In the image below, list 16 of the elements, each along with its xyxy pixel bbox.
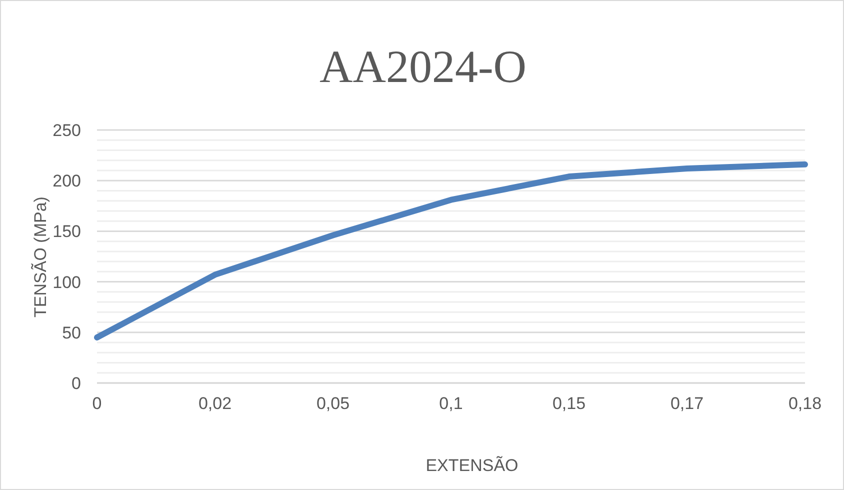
y-tick-label: 50 — [62, 323, 81, 342]
y-tick-label: 0 — [72, 374, 81, 394]
y-tick-label: 200 — [52, 172, 81, 191]
x-tick-label: 0,1 — [439, 394, 463, 414]
x-tick-label: 0,02 — [198, 394, 232, 414]
y-tick-label: 100 — [52, 272, 81, 292]
x-axis-title: EXTENSÃO — [424, 456, 520, 476]
chart-title: AA2024-O — [318, 40, 528, 94]
x-tick-label: 0 — [92, 394, 102, 414]
x-tick-label: 0,17 — [670, 394, 704, 414]
y-axis-title: TENSÃO (MPa) — [31, 196, 51, 318]
y-tick-label: 250 — [52, 121, 81, 140]
x-tick-label: 0,15 — [552, 394, 586, 414]
x-tick-label: 0,05 — [316, 394, 350, 414]
y-tick-label: 150 — [52, 222, 81, 242]
x-tick-label: 0,18 — [788, 394, 822, 414]
